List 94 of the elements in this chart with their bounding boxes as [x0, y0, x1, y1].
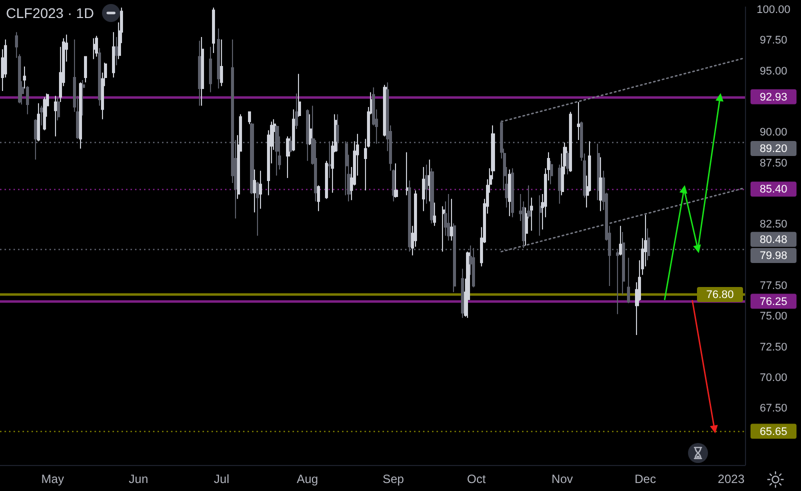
text: 79.98	[760, 250, 788, 262]
y-tick-label: 75.00	[760, 310, 788, 323]
candlestick	[79, 82, 82, 150]
candlestick	[298, 73, 301, 118]
y-tick-label: 82.50	[760, 218, 788, 231]
y-tick-label: 87.50	[760, 157, 788, 170]
candlestick	[508, 168, 511, 217]
candlestick	[627, 257, 630, 304]
point	[716, 93, 724, 102]
ref-line-label: 65.65	[760, 426, 788, 438]
y-tick-label: 95.00	[760, 65, 788, 78]
candlestick	[295, 92, 298, 130]
candlestick	[198, 40, 201, 106]
candlestick	[599, 156, 603, 212]
candlestick	[550, 160, 553, 185]
point	[693, 244, 701, 254]
x-tick-label: Sep	[382, 472, 404, 486]
y-tick-label: 77.50	[760, 280, 788, 292]
ref-line-label: 85.40	[760, 184, 788, 196]
candlestick	[525, 206, 528, 246]
candlestick	[95, 35, 98, 58]
ref-line-label: 92.93	[760, 91, 788, 104]
candlestick	[530, 197, 533, 232]
candlestick	[201, 36, 204, 106]
y-tick-label: 72.50	[760, 341, 788, 354]
candlestick	[527, 184, 531, 220]
ref-line-label: 80.48	[760, 234, 788, 246]
candlestick	[577, 102, 580, 141]
candlestick	[93, 38, 96, 60]
candlestick	[306, 108, 309, 162]
x-tick-label: 2023	[718, 472, 745, 486]
x-tick-label: Jun	[128, 472, 148, 486]
candlestick	[450, 198, 453, 242]
candlestick	[217, 28, 220, 90]
y-tick-label: 67.50	[760, 402, 788, 415]
y-tick-label: 97.50	[760, 34, 788, 47]
x-tick-label: Jul	[214, 472, 230, 486]
candlestick	[442, 206, 445, 252]
candlestick	[115, 36, 118, 66]
point	[679, 185, 688, 194]
candlestick	[425, 164, 428, 204]
y-tick-label: 70.00	[760, 372, 788, 384]
candlestick	[428, 159, 431, 202]
candlestick	[212, 7, 215, 54]
candlestick	[317, 184, 320, 212]
candlestick	[597, 143, 600, 201]
y-tick-label: 90.00	[760, 126, 788, 139]
x-tick-label: Dec	[634, 472, 656, 486]
candlestick	[325, 160, 328, 200]
x-tick-label: Nov	[552, 472, 573, 486]
candlestick	[569, 111, 572, 172]
candlestick	[286, 136, 290, 179]
candlestick	[558, 164, 561, 204]
candlestick	[256, 181, 259, 236]
candlestick	[220, 38, 223, 87]
y-tick-label: 100.00	[756, 4, 790, 16]
ref-line-label: 76.80	[706, 289, 734, 302]
candlestick	[619, 225, 622, 256]
candlestick	[422, 166, 425, 212]
candlestick	[433, 202, 436, 226]
candlestick	[309, 114, 312, 146]
candlestick	[40, 105, 43, 126]
x-tick-label: Aug	[296, 472, 318, 486]
candlestick	[84, 56, 87, 83]
chart-title: CLF2023 · 1D	[6, 5, 94, 21]
candlestick	[209, 46, 212, 93]
candlestick	[461, 268, 464, 318]
candlestick	[82, 79, 85, 116]
candlestick	[566, 150, 569, 175]
candlestick	[259, 170, 262, 210]
x-tick-label: Oct	[467, 472, 486, 486]
candlestick	[289, 136, 292, 153]
candlestick	[57, 96, 60, 121]
candlestick	[23, 66, 26, 90]
ref-line-label: 76.25	[760, 296, 788, 308]
candlestick	[248, 111, 251, 125]
candlestick	[447, 194, 450, 242]
candlestick	[26, 86, 29, 115]
candlestick	[54, 95, 57, 137]
candlestick	[112, 32, 115, 78]
candlestick	[98, 48, 101, 106]
candlestick	[647, 228, 650, 261]
ref-line-label: 89.20	[760, 143, 788, 155]
candlestick	[466, 251, 470, 318]
candlestick	[406, 152, 409, 196]
candlestick	[539, 194, 542, 236]
x-tick-label: May	[41, 472, 64, 486]
candlestick	[394, 162, 398, 198]
candlestick	[430, 168, 434, 224]
candlestick	[253, 168, 256, 213]
candlestick	[511, 168, 514, 218]
candlestick	[43, 96, 46, 131]
candlestick	[37, 102, 40, 142]
candlestick	[292, 108, 295, 152]
